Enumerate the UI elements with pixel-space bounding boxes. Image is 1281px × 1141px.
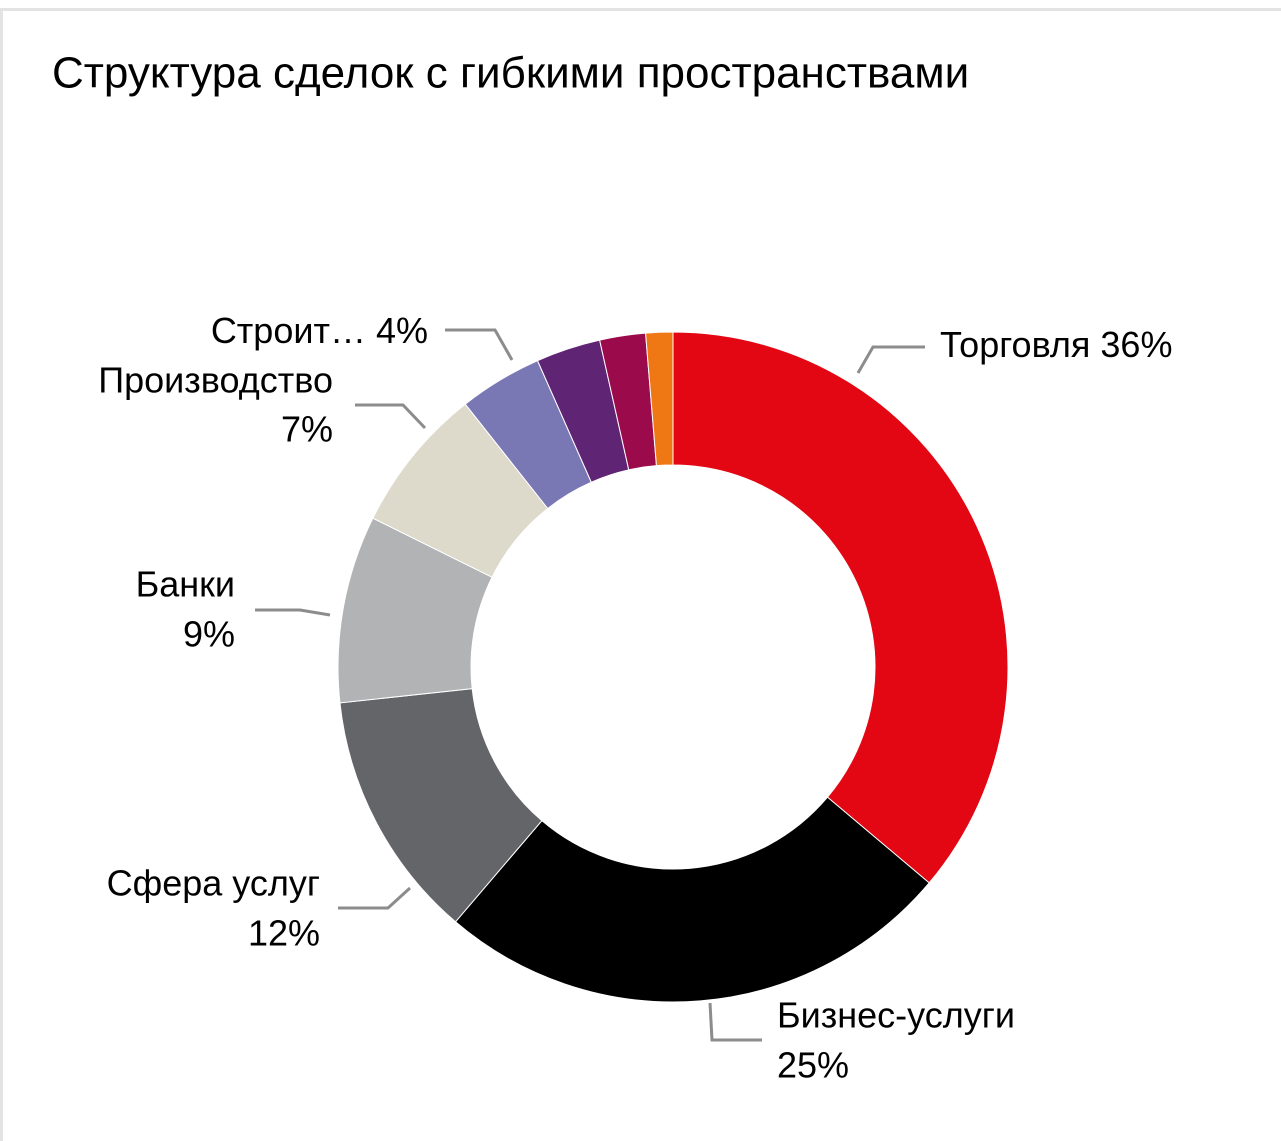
leader-line [338,886,412,910]
value-label: 4% [376,310,428,351]
leader-line [355,403,427,430]
value-label: 12% [248,913,320,954]
leader-line [445,328,514,361]
donut-segment [672,331,1009,884]
category-label: Производство [98,360,333,401]
donut-segment [454,796,930,1003]
frame [0,8,1281,1141]
category-label: Строит… [211,310,366,351]
value-label: 7% [281,409,333,450]
segment-label: Строит… 4% [211,310,428,351]
donut-segment [645,331,674,467]
leader-line [708,1002,762,1042]
category-label: Банки [136,564,235,605]
value-label: 9% [183,614,235,655]
leader-line [255,608,331,617]
chart-title: Структура сделок с гибкими пространствам… [52,49,969,98]
value-label: 36% [1100,324,1172,365]
value-label: 25% [777,1045,849,1086]
leader-line [856,345,925,374]
segment-label: Торговля 36% [940,324,1172,365]
category-label: Сфера услуг [107,863,320,904]
category-label: Торговля [940,324,1090,365]
category-label: Бизнес-услуги [777,995,1015,1036]
